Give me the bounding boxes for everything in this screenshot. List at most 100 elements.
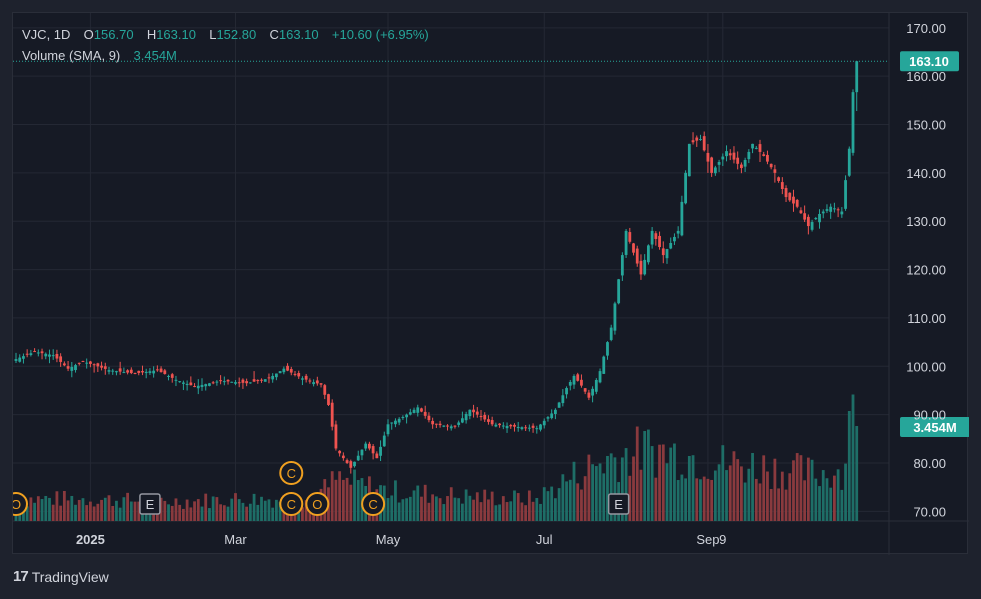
symbol-name[interactable]: VJC bbox=[22, 27, 47, 42]
volume-bar bbox=[349, 484, 353, 521]
volume-bar bbox=[278, 501, 282, 521]
volume-bar bbox=[479, 502, 483, 521]
volume-indicator-label[interactable]: Volume (SMA, 9) bbox=[22, 48, 121, 63]
volume-bar bbox=[103, 497, 107, 521]
price-tick-label: 130.00 bbox=[906, 214, 946, 229]
volume-bar bbox=[200, 506, 204, 521]
volume-bar bbox=[204, 493, 208, 521]
event-icon bbox=[305, 492, 330, 516]
volume-bar bbox=[606, 455, 609, 521]
candle bbox=[658, 235, 661, 248]
volume-bar bbox=[661, 444, 665, 521]
candle bbox=[427, 415, 431, 421]
candle bbox=[580, 379, 583, 386]
volume-bar bbox=[784, 489, 788, 521]
volume-bar bbox=[806, 457, 810, 521]
candle bbox=[152, 370, 156, 374]
candle bbox=[420, 408, 423, 412]
volume-bar bbox=[267, 499, 271, 521]
candle bbox=[267, 377, 271, 379]
volume-bar bbox=[461, 503, 464, 521]
volume-bar bbox=[453, 497, 457, 521]
candle bbox=[758, 144, 762, 152]
time-tick-label: Sep bbox=[696, 532, 719, 547]
candle bbox=[408, 412, 412, 415]
candle bbox=[591, 388, 594, 396]
candle bbox=[412, 409, 416, 413]
candle bbox=[457, 422, 461, 425]
chart-legend: VJC, 1D O156.70 H163.10 L152.80 C163.10 … bbox=[22, 24, 429, 66]
candle bbox=[62, 363, 66, 366]
candle bbox=[315, 380, 319, 384]
volume-bar bbox=[684, 478, 687, 521]
volume-bar bbox=[230, 498, 234, 521]
candle bbox=[792, 196, 795, 204]
candle bbox=[323, 385, 327, 395]
earnings-label: E bbox=[614, 497, 623, 512]
volume-bar bbox=[650, 446, 654, 521]
volume-bar bbox=[788, 473, 792, 521]
volume-tag-label: 3.454M bbox=[913, 420, 956, 435]
volume-bar bbox=[416, 485, 420, 521]
event-icon bbox=[279, 461, 304, 485]
volume-bar bbox=[122, 497, 126, 521]
volume-bar bbox=[780, 471, 784, 521]
candle bbox=[550, 413, 554, 419]
volume-bar bbox=[159, 497, 163, 521]
volume-bar bbox=[814, 478, 818, 521]
volume-bar bbox=[89, 501, 92, 521]
volume-bar bbox=[576, 483, 580, 521]
candle bbox=[423, 411, 427, 416]
candle bbox=[141, 370, 144, 373]
candle bbox=[777, 177, 780, 181]
chart-frame[interactable]: 163.10 3.454M 70.00 80.00 90.00 100.00 110.00 1… bbox=[12, 12, 969, 555]
volume-bar bbox=[219, 504, 222, 521]
volume-bar bbox=[92, 506, 96, 521]
change-value: +10.60 (+6.95%) bbox=[331, 27, 429, 42]
candle bbox=[215, 381, 219, 383]
price-chart[interactable]: 163.10 3.454M 70.00 80.00 90.00 100.00 110.00 1… bbox=[13, 13, 969, 555]
volume-bar bbox=[301, 507, 304, 521]
candle bbox=[713, 167, 717, 174]
volume-bar bbox=[687, 455, 691, 521]
volume-bar bbox=[598, 463, 602, 521]
candle bbox=[319, 383, 323, 385]
interval-label[interactable]: 1D bbox=[53, 27, 71, 42]
candle bbox=[189, 382, 193, 386]
candle bbox=[669, 242, 673, 249]
candle bbox=[643, 259, 647, 275]
volume-bar bbox=[386, 498, 390, 521]
volume-bar bbox=[263, 500, 267, 521]
volume-bar bbox=[126, 492, 129, 521]
candle bbox=[33, 351, 36, 353]
volume-bar bbox=[810, 459, 814, 521]
volume-bar bbox=[431, 494, 435, 521]
candle bbox=[699, 139, 702, 141]
candle bbox=[96, 363, 100, 367]
volume-bar bbox=[710, 479, 714, 521]
candle bbox=[535, 428, 539, 430]
candle bbox=[66, 366, 70, 369]
candle bbox=[847, 148, 851, 176]
time-tick-label: May bbox=[376, 532, 401, 547]
candle bbox=[799, 210, 803, 214]
open-value: 156.70 bbox=[93, 27, 134, 42]
candle bbox=[397, 418, 401, 423]
candle bbox=[654, 233, 658, 239]
event-label: O bbox=[312, 497, 322, 512]
high-value: 163.10 bbox=[156, 27, 196, 42]
volume-bar bbox=[330, 471, 334, 521]
candle bbox=[170, 374, 174, 378]
candle bbox=[680, 201, 684, 236]
candle bbox=[665, 249, 669, 259]
price-tick-label: 120.00 bbox=[906, 263, 946, 278]
tradingview-logo-icon: 17 bbox=[13, 568, 29, 585]
volume-bar bbox=[394, 480, 397, 521]
candle bbox=[721, 156, 725, 160]
volume-bar bbox=[490, 491, 494, 521]
candle bbox=[717, 162, 721, 165]
volume-bar bbox=[77, 499, 81, 521]
tradingview-logo[interactable]: 17 TradingView bbox=[13, 568, 109, 585]
candle bbox=[814, 218, 818, 220]
candle bbox=[148, 371, 152, 373]
